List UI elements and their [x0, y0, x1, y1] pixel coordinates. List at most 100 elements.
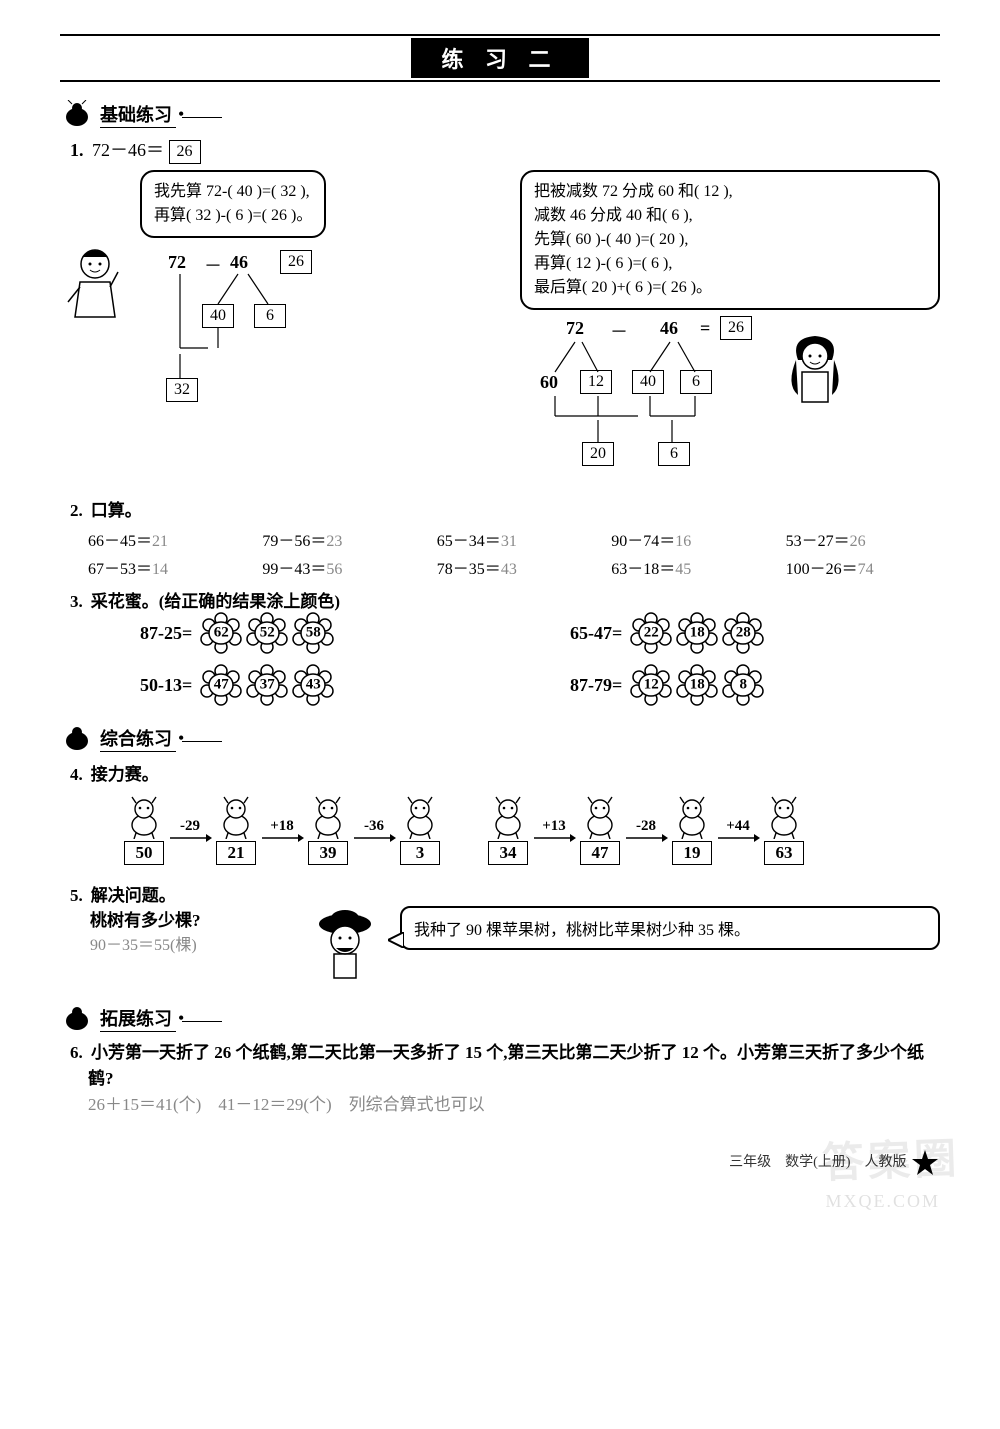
bl: 把被减数 72 分成 60 和( 12 ),	[534, 180, 926, 204]
n: 72	[566, 318, 584, 339]
n: 6	[658, 442, 690, 466]
q3: 3. 采花蜜。(给正确的结果涂上颜色) 87-25=62525865-47=22…	[60, 587, 940, 706]
n: 26	[720, 316, 752, 340]
wave	[182, 107, 222, 118]
q6-work: 26＋15＝41(个) 41－12＝29(个) 列综合算式也可以	[88, 1092, 940, 1118]
watermark2: MXQE.COM	[825, 1191, 940, 1212]
flower-option[interactable]: 43	[292, 664, 334, 706]
n: 20	[582, 442, 614, 466]
calc-cell: 79－56＝23	[262, 527, 416, 551]
bl: 减数 46 分成 40 和( 6 ),	[534, 204, 926, 228]
speech-text: 我种了 90 棵苹果树，桃树比苹果树少种 35 棵。	[414, 922, 750, 939]
flower-option[interactable]: 18	[676, 612, 718, 654]
n: －	[204, 252, 222, 278]
calc-cell: 63－18＝45	[611, 555, 765, 579]
animal-icon	[672, 795, 712, 839]
q6: 6. 小芳第一天折了 26 个纸鹤,第二天比第一天多折了 15 个,第三天比第二…	[60, 1040, 940, 1118]
title-row: 练 习 二	[60, 38, 940, 78]
q5-title: 解决问题。	[91, 886, 176, 905]
arrow-op: +13	[532, 818, 576, 843]
animal-icon	[764, 795, 804, 839]
flower-option[interactable]: 37	[246, 664, 288, 706]
q4: 4. 接力赛。 50-2921+1839-363 34+1347-2819+44…	[60, 760, 940, 865]
q6-text: 小芳第一天折了 26 个纸鹤,第二天比第一天多折了 15 个,第三天比第二天少折…	[88, 1043, 924, 1088]
q4-num: 4.	[70, 765, 83, 784]
arrow-op: +44	[716, 818, 760, 843]
relay-box: 50	[124, 841, 164, 865]
n: 32	[166, 378, 198, 402]
q4-title: 接力赛。	[91, 765, 159, 784]
animal-icon	[308, 795, 348, 839]
q2-num: 2.	[70, 501, 83, 520]
flower-option[interactable]: 52	[246, 612, 288, 654]
flower-row: 50-13=473743	[140, 664, 510, 706]
flower-option[interactable]: 22	[630, 612, 672, 654]
n: 40	[632, 370, 664, 394]
ladybug-icon	[60, 100, 94, 128]
flower-row: 87-79=12188	[570, 664, 940, 706]
flower-option[interactable]: 12	[630, 664, 672, 706]
animal-icon	[124, 795, 164, 839]
q1-expr: 72－46＝	[92, 140, 164, 160]
section-comp-label: 综合练习	[100, 725, 176, 752]
calc-cell: 66－45＝21	[88, 527, 242, 551]
calc-cell: 78－35＝43	[437, 555, 591, 579]
q1-right-bubble: 把被减数 72 分成 60 和( 12 ), 减数 46 分成 40 和( 6 …	[520, 170, 940, 310]
watermark: 答案圈	[821, 1125, 961, 1191]
calc-cell: 100－26＝74	[786, 555, 940, 579]
n: 46	[660, 318, 678, 339]
bl: 再算( 12 )-( 6 )=( 6 ),	[534, 252, 926, 276]
farmer-icon	[310, 906, 380, 986]
q1-num: 1.	[70, 140, 84, 160]
bl: 先算( 60 )-( 40 )=( 20 ),	[534, 228, 926, 252]
q1-body: 我先算 72-( 40 )=( 32 ), 再算( 32 )-( 6 )=( 2…	[60, 170, 940, 486]
q1-left-tree: 72 － 46 26 40 6 32	[130, 248, 350, 418]
q2: 2. 口算。 66－45＝2179－56＝2365－34＝3190－74＝165…	[60, 496, 940, 579]
q1-left-bubble: 我先算 72-( 40 )=( 32 ), 再算( 32 )-( 6 )=( 2…	[140, 170, 326, 238]
q1-ans-box: 26	[169, 140, 201, 164]
flower-option[interactable]: 18	[676, 664, 718, 706]
section-ext-label: 拓展练习	[100, 1005, 176, 1032]
relay-chain-2: 34+1347-2819+4463	[484, 795, 808, 865]
q5-speech: 我种了 90 棵苹果树，桃树比苹果树少种 35 棵。	[400, 906, 940, 950]
page-title: 练 习 二	[411, 38, 588, 78]
calc-cell: 99－43＝56	[262, 555, 416, 579]
n: 6	[680, 370, 712, 394]
relay-box: 21	[216, 841, 256, 865]
q1-left: 我先算 72-( 40 )=( 32 ), 再算( 32 )-( 6 )=( 2…	[60, 170, 480, 486]
wave	[182, 1011, 222, 1022]
n: 72	[168, 252, 186, 273]
relay-box: 3	[400, 841, 440, 865]
section-comp: 综合练习 •	[60, 724, 940, 752]
calc-cell: 90－74＝16	[611, 527, 765, 551]
flower-option[interactable]: 47	[200, 664, 242, 706]
n: 12	[580, 370, 612, 394]
animal-icon	[400, 795, 440, 839]
animal-icon	[580, 795, 620, 839]
q3-num: 3.	[70, 592, 83, 611]
relay-box: 34	[488, 841, 528, 865]
bubble-line: 我先算 72-( 40 )=( 32 ),	[154, 180, 312, 204]
q1: 1. 72－46＝ 26	[70, 136, 940, 164]
ladybug-icon	[60, 724, 94, 752]
n: 6	[254, 304, 286, 328]
q2-title: 口算。	[91, 501, 142, 520]
flower-row: 65-47=221828	[570, 612, 940, 654]
n: －	[610, 318, 628, 344]
flower-option[interactable]: 62	[200, 612, 242, 654]
q3-title: 采花蜜。(给正确的结果涂上颜色)	[91, 592, 340, 611]
flower-option[interactable]: 58	[292, 612, 334, 654]
relay-box: 19	[672, 841, 712, 865]
q1-right-tree: 72 － 46 = 26 60 12 40 6 20 6	[520, 316, 780, 486]
arrow-op: -36	[352, 818, 396, 843]
boy-icon	[60, 242, 130, 342]
relay-box: 47	[580, 841, 620, 865]
calc-cell: 67－53＝14	[88, 555, 242, 579]
flower-option[interactable]: 28	[722, 612, 764, 654]
section-basic-label: 基础练习	[100, 101, 176, 128]
flower-option[interactable]: 8	[722, 664, 764, 706]
n: 26	[280, 250, 312, 274]
n: 46	[230, 252, 248, 273]
relay-box: 63	[764, 841, 804, 865]
arrow-op: -29	[168, 818, 212, 843]
